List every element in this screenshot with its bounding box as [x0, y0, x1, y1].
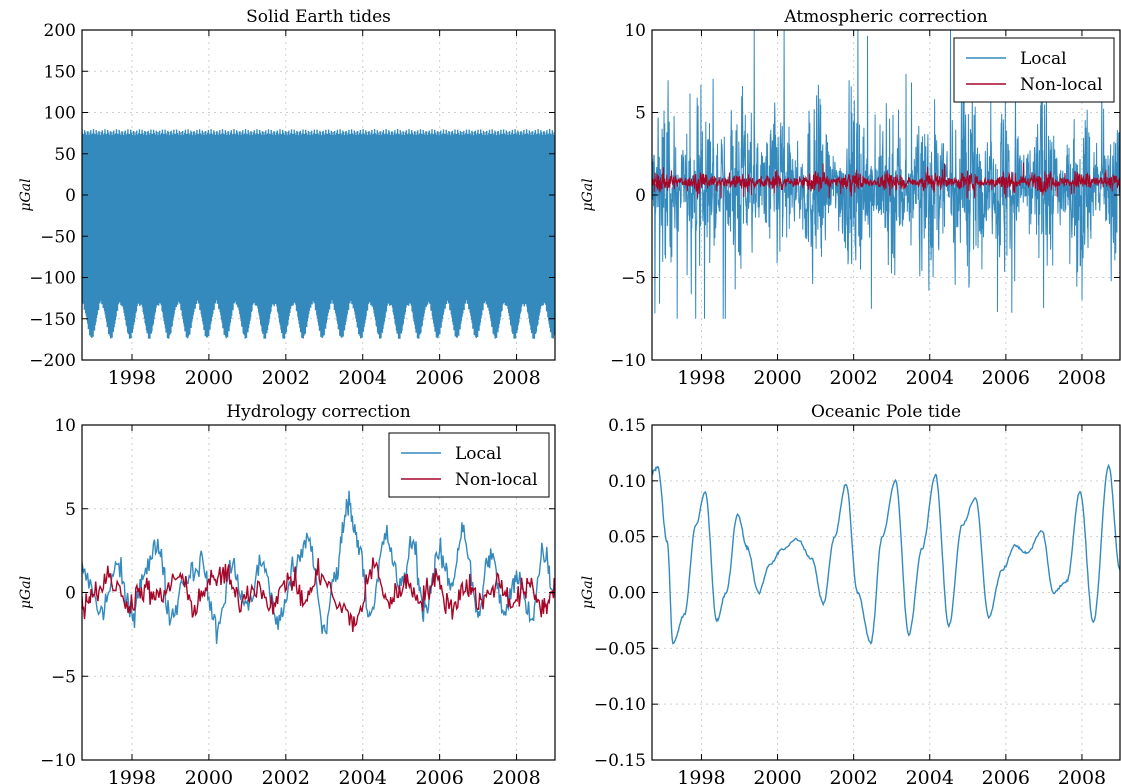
y-tick-label: 200 [44, 21, 76, 41]
y-axis-label: μGal [18, 576, 34, 609]
x-tick-label: 2006 [415, 767, 463, 784]
x-tick-label: 2002 [262, 367, 310, 389]
x-tick-label: 2000 [753, 367, 801, 389]
y-tick-label: 0.15 [608, 416, 646, 436]
x-tick-label: 2004 [906, 767, 954, 784]
x-tick-label: 2008 [492, 367, 540, 389]
x-tick-label: 2006 [982, 767, 1030, 784]
y-tick-label: 0 [65, 186, 76, 206]
x-tick-label: 2002 [829, 767, 877, 784]
y-tick-label: 0.10 [608, 472, 646, 492]
y-tick-label: −50 [40, 227, 76, 247]
y-tick-label: −200 [29, 351, 76, 371]
legend-label: Non-local [1020, 75, 1103, 95]
x-tick-label: 2002 [829, 367, 877, 389]
y-tick-label: −10 [40, 751, 76, 771]
x-tick-label: 2004 [339, 367, 387, 389]
y-tick-label: 100 [44, 104, 76, 124]
legend-box [388, 432, 550, 498]
series-line-main [652, 463, 1120, 645]
x-tick-label: 1998 [108, 767, 156, 784]
series-line-non-local [82, 557, 555, 633]
y-tick-label: 0 [65, 584, 76, 604]
y-tick-label: −5 [51, 667, 76, 687]
legend-label: Local [455, 444, 502, 464]
y-tick-label: −0.05 [594, 639, 646, 659]
panel-hydrology-correction: 1998 2000 2002 2004 2006 2008 −10 −5 0 5 10 Hydrolo… [18, 402, 556, 784]
x-tick-label: 1998 [677, 767, 725, 784]
x-tick-label: 2006 [415, 367, 463, 389]
plot-area [82, 128, 555, 339]
panel-solid-earth-tides: 1998 2000 2002 2004 2006 2008 −200 −150 −100 −50 0… [18, 7, 556, 389]
y-tick-label: 5 [635, 104, 646, 124]
x-tick-label: 2000 [185, 767, 233, 784]
x-tick-label: 2008 [1058, 367, 1106, 389]
x-tick-label: 2006 [982, 367, 1030, 389]
x-tick-label: 1998 [677, 367, 725, 389]
y-tick-label: 5 [65, 500, 76, 520]
y-tick-label: 0.05 [608, 528, 646, 548]
series-line-local [652, 30, 1120, 319]
series-line-main [82, 128, 555, 339]
x-tick-label: 2000 [753, 767, 801, 784]
y-tick-label: 0 [635, 186, 646, 206]
y-axis-label: μGal [580, 576, 596, 609]
x-tick-label: 2008 [492, 767, 540, 784]
y-tick-label: 10 [54, 416, 76, 436]
plot-area [652, 30, 1120, 319]
legend-box [953, 37, 1115, 103]
y-tick-label: 0.00 [608, 584, 646, 604]
legend-label: Non-local [455, 470, 538, 490]
x-tick-label: 2002 [262, 767, 310, 784]
y-tick-label: −5 [621, 269, 646, 289]
y-tick-label: −100 [29, 269, 76, 289]
y-tick-label: 150 [44, 62, 76, 82]
x-tick-label: 2004 [906, 367, 954, 389]
plot-area [82, 490, 555, 644]
x-tick-label: 2008 [1058, 767, 1106, 784]
chart-title: Hydrology correction [226, 402, 410, 422]
y-tick-label: −10 [610, 351, 646, 371]
y-axis-label: μGal [580, 178, 596, 211]
chart-title: Atmospheric correction [783, 7, 987, 27]
x-tick-label: 2004 [339, 767, 387, 784]
y-tick-label: 50 [54, 145, 76, 165]
x-tick-label: 2000 [185, 367, 233, 389]
chart-title: Oceanic Pole tide [811, 402, 961, 422]
plot-area [652, 463, 1120, 645]
y-tick-label: 10 [624, 21, 646, 41]
y-tick-label: −0.10 [594, 695, 646, 715]
legend: Local Non-local [388, 432, 550, 498]
panel-atmospheric-correction: 1998 2000 2002 2004 2006 2008 −10 −5 0 5 10 Atmosph… [580, 7, 1121, 389]
y-axis-label: μGal [18, 178, 34, 211]
series-line-non-local [652, 162, 1120, 199]
grid-lines [652, 424, 1120, 761]
y-tick-label: −150 [29, 310, 76, 330]
chart-title: Solid Earth tides [246, 7, 391, 27]
panel-oceanic-pole-tide: 1998 2000 2002 2004 2006 2008 −0.15 −0.10 −0.05 0… [580, 402, 1121, 784]
legend: Local Non-local [953, 37, 1115, 103]
legend-label: Local [1020, 49, 1067, 69]
x-tick-label: 1998 [108, 367, 156, 389]
y-tick-label: −0.15 [594, 751, 646, 771]
